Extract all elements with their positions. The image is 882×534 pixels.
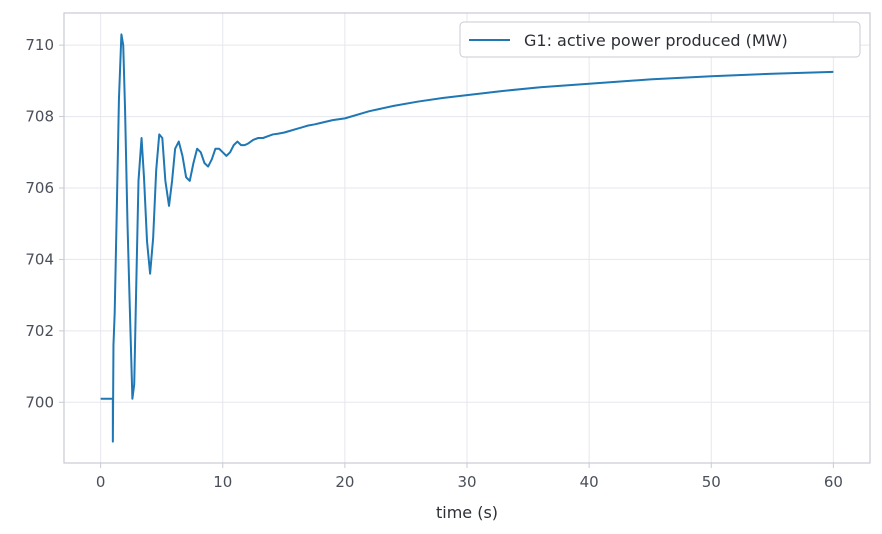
y-tick-label: 704: [25, 250, 54, 268]
x-tick-label: 0: [96, 473, 106, 491]
legend-entry-label: G1: active power produced (MW): [524, 31, 788, 50]
y-tick-label: 710: [25, 36, 54, 54]
x-tick-label: 60: [824, 473, 843, 491]
y-tick-label: 708: [25, 108, 54, 126]
x-tick-label: 30: [457, 473, 476, 491]
series-layer: [100, 33, 834, 443]
x-tick-label: 50: [702, 473, 721, 491]
x-tick-label: 20: [335, 473, 354, 491]
y-tick-label: 702: [25, 322, 54, 340]
x-tick-label: 40: [580, 473, 599, 491]
legend: G1: active power produced (MW): [459, 21, 861, 58]
x-tick-label: 10: [213, 473, 232, 491]
x-axis-label: time (s): [436, 503, 498, 522]
y-tick-label: 700: [25, 393, 54, 411]
grid-lines: [64, 13, 870, 463]
series-line: [100, 33, 834, 443]
legend-box: [459, 21, 861, 58]
y-tick-label: 706: [25, 179, 54, 197]
x-axis-ticks: 0 10 20 30 40 50 60: [96, 463, 843, 491]
y-axis-ticks: 700 702 704 706 708 710: [25, 36, 64, 411]
